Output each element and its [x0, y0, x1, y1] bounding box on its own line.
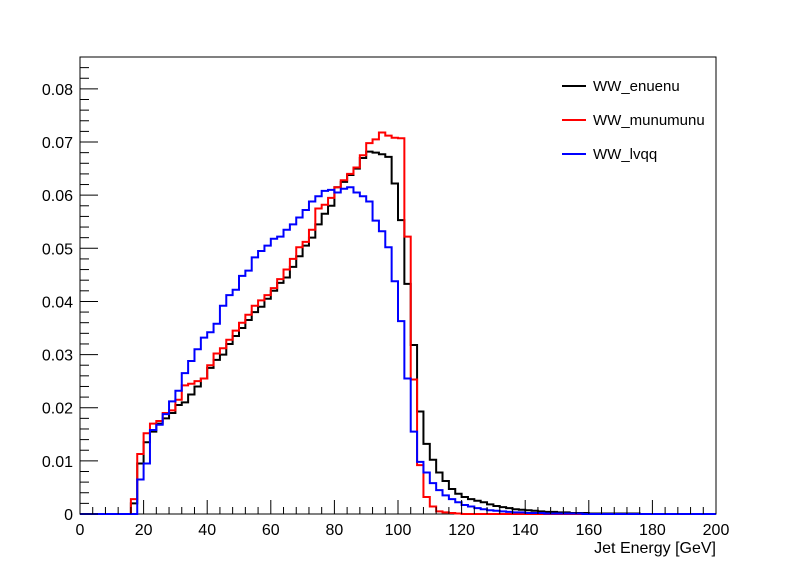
y-axis-ticks: 0 0.01 0.02 0.03 0.04 0.05 0.06 0.07 0.08: [42, 56, 98, 524]
y-tick-label: 0.03: [42, 348, 73, 365]
x-tick-label: 0: [76, 522, 85, 539]
x-tick-label: 200: [703, 522, 730, 539]
x-tick-label: 180: [639, 522, 666, 539]
y-tick-label: 0.05: [42, 241, 73, 258]
series-layer: [80, 131, 716, 515]
x-tick-label: 20: [135, 522, 153, 539]
x-tick-label: 140: [512, 522, 539, 539]
x-tick-label: 120: [448, 522, 475, 539]
series-line-2: [80, 186, 716, 515]
y-tick-label: 0.08: [42, 82, 73, 99]
legend-label: WW_enuenu: [593, 78, 680, 95]
x-tick-label: 100: [385, 522, 412, 539]
x-axis-title: Jet Energy [GeV]: [594, 540, 716, 557]
x-tick-label: 80: [326, 522, 344, 539]
x-tick-label: 160: [575, 522, 602, 539]
y-tick-label: 0.07: [42, 135, 73, 152]
legend: WW_enuenu WW_munumunu WW_lvqq: [562, 78, 705, 163]
y-tick-label: 0: [64, 507, 73, 524]
x-tick-label: 40: [198, 522, 216, 539]
x-axis-ticks: 0 20 40 60 80 100 120 140 160 180 200: [76, 500, 730, 539]
y-tick-label: 0.02: [42, 401, 73, 418]
y-tick-label: 0.06: [42, 188, 73, 205]
y-tick-label: 0.04: [42, 294, 73, 311]
series-line-0: [80, 150, 716, 515]
y-tick-label: 0.01: [42, 454, 73, 471]
legend-label: WW_lvqq: [593, 146, 657, 163]
x-tick-label: 60: [262, 522, 280, 539]
legend-label: WW_munumunu: [593, 112, 705, 129]
